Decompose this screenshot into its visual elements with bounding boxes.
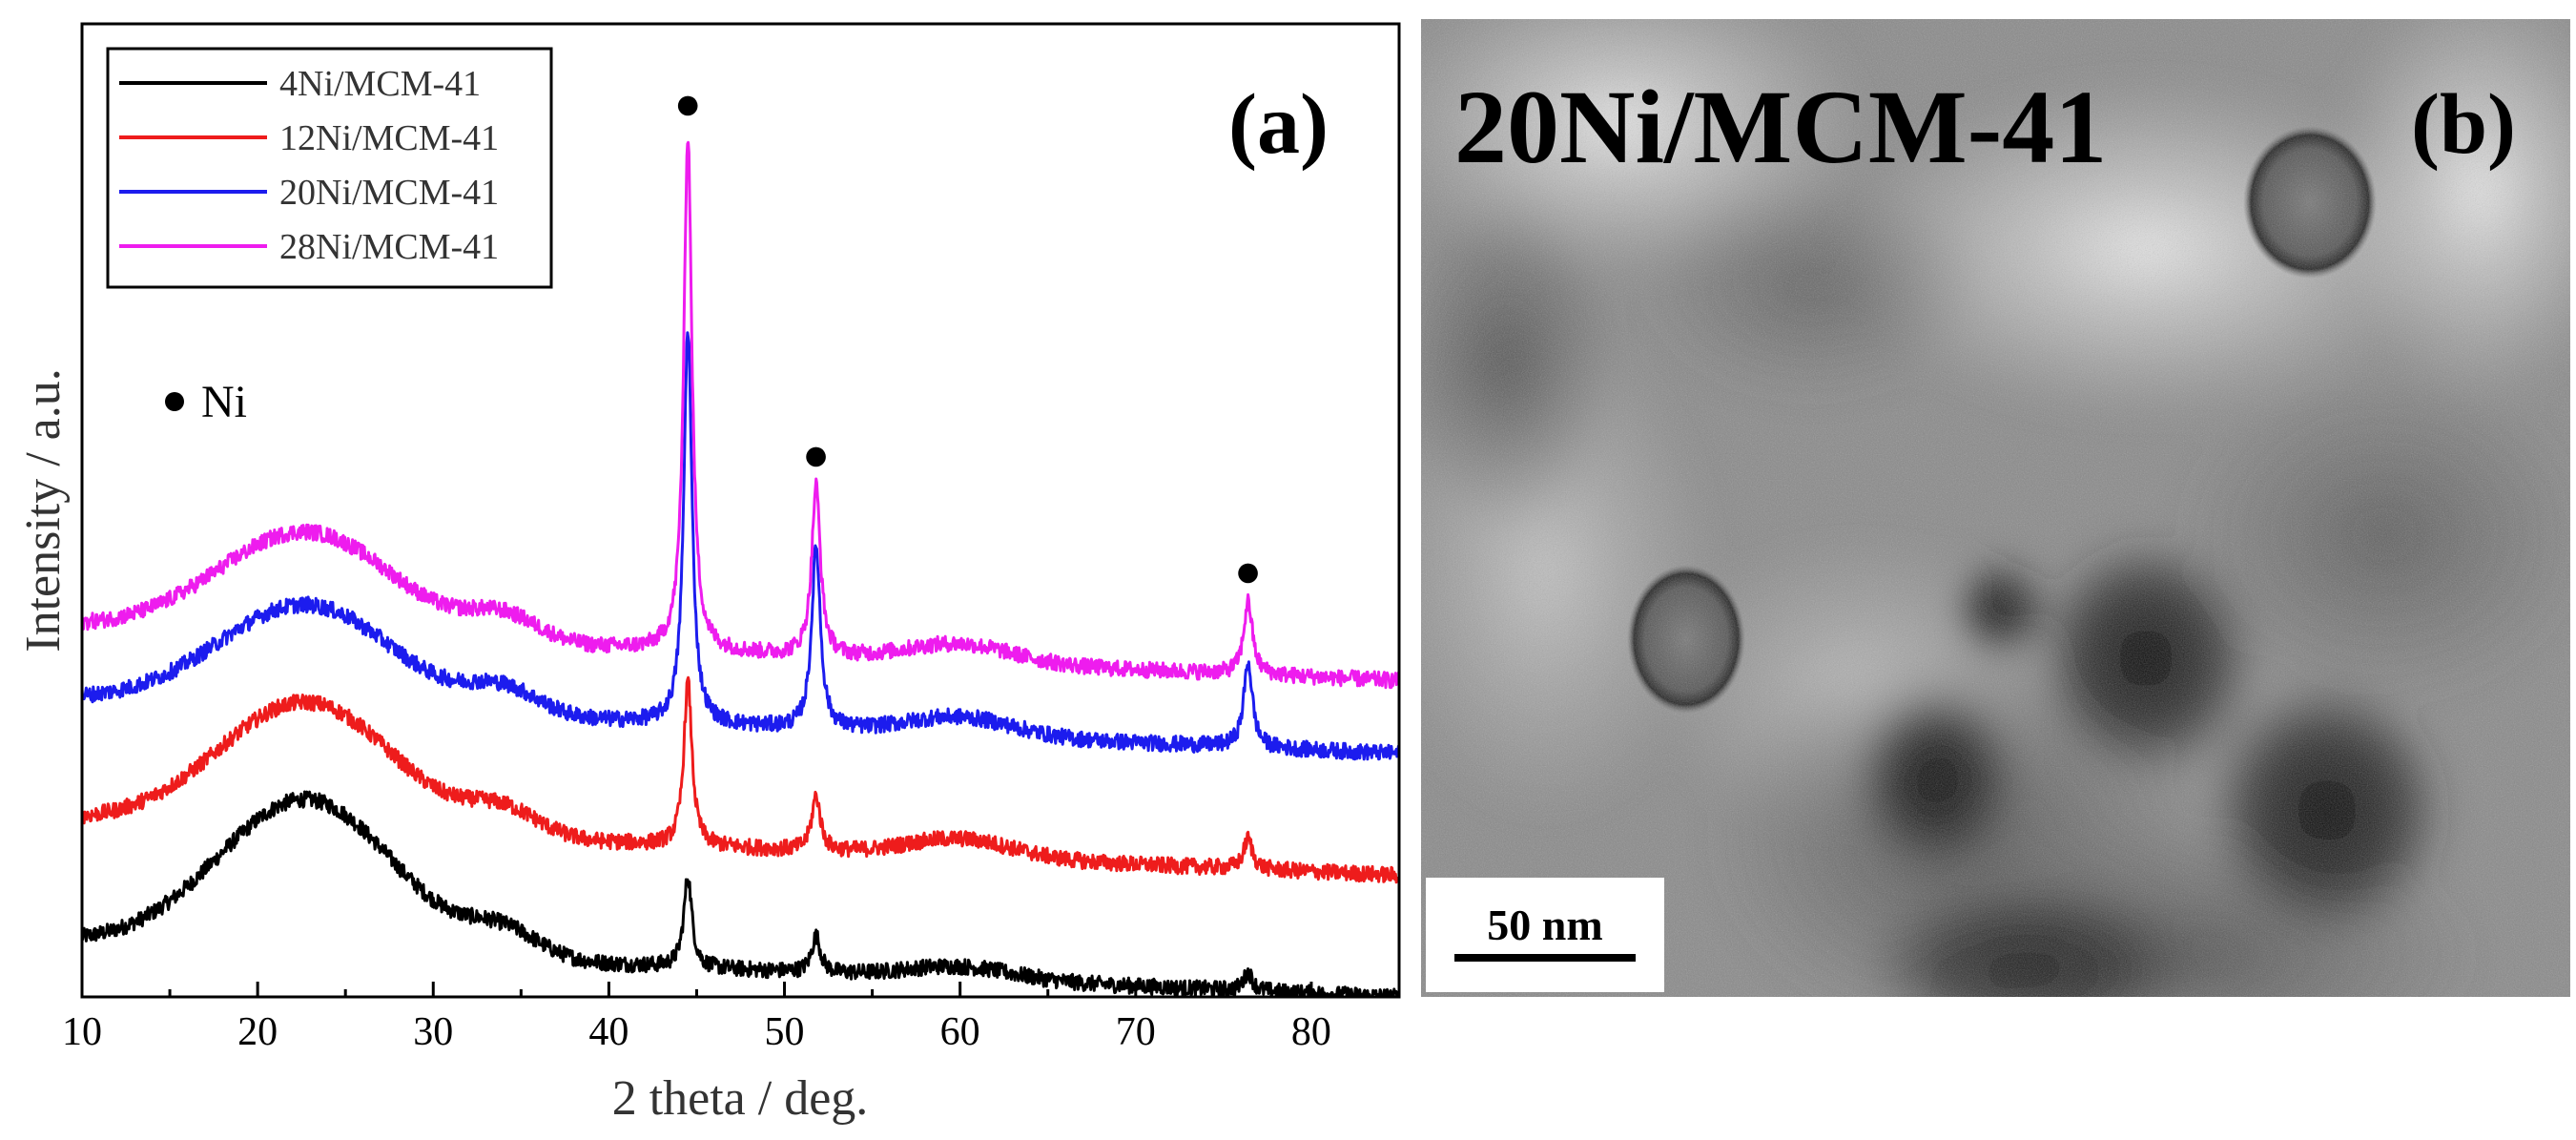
series-line [82, 675, 1399, 884]
tem-image: 20Ni/MCM-41 (b) 50 nm [1421, 19, 2570, 997]
series-line [82, 140, 1399, 690]
scale-bar [1454, 954, 1636, 962]
ni-peak-marker: ● [1234, 546, 1262, 596]
x-tick-label: 60 [940, 1010, 980, 1054]
plot-frame [80, 22, 1401, 999]
ni-peak-marker: ● [802, 429, 830, 480]
ni-peak-marker: ● [674, 78, 702, 129]
legend-label: 12Ni/MCM-41 [279, 118, 499, 158]
series-layer [82, 140, 1399, 997]
tem-sample-title: 20Ni/MCM-41 [1454, 69, 2107, 185]
x-tick-label: 10 [62, 1010, 102, 1054]
ni-legend-dot [165, 392, 184, 411]
legend-label: 20Ni/MCM-41 [279, 173, 499, 213]
ni-legend-label: Ni [201, 377, 247, 427]
x-tick-label: 30 [413, 1010, 453, 1054]
series-line [82, 790, 1399, 997]
y-axis-title: Intensity / a.u. [16, 368, 71, 653]
x-tick-label: 70 [1116, 1010, 1156, 1054]
scale-bar-box: 50 nm [1426, 878, 1664, 992]
legend: 4Ni/MCM-41 12Ni/MCM-41 20Ni/MCM-41 28Ni/MCM… [106, 47, 553, 289]
x-tick-label: 40 [588, 1010, 629, 1054]
tem-grain [1421, 19, 2570, 997]
panel-label-b: (b) [2411, 77, 2516, 172]
series-line [82, 331, 1399, 761]
legend-label: 4Ni/MCM-41 [279, 64, 481, 104]
legend-items: 4Ni/MCM-41 12Ni/MCM-41 20Ni/MCM-41 28Ni/MCM… [119, 64, 499, 267]
x-ticks: 10 20 30 40 50 60 70 80 [62, 982, 1331, 1054]
panel-label-a: (a) [1228, 77, 1329, 172]
legend-label: 28Ni/MCM-41 [279, 227, 499, 267]
x-tick-label: 80 [1291, 1010, 1331, 1054]
ni-marker-legend: Ni [165, 377, 247, 427]
xrd-chart: 10 20 30 40 50 60 70 80 2 theta / deg. Intensit… [16, 22, 1401, 1126]
x-tick-label: 20 [237, 1010, 278, 1054]
scale-bar-background [1426, 878, 1664, 992]
x-tick-label: 50 [765, 1010, 805, 1054]
x-axis-title: 2 theta / deg. [612, 1071, 869, 1126]
peak-markers: ● ● ● [674, 78, 1262, 596]
scale-bar-label: 50 nm [1487, 901, 1602, 949]
